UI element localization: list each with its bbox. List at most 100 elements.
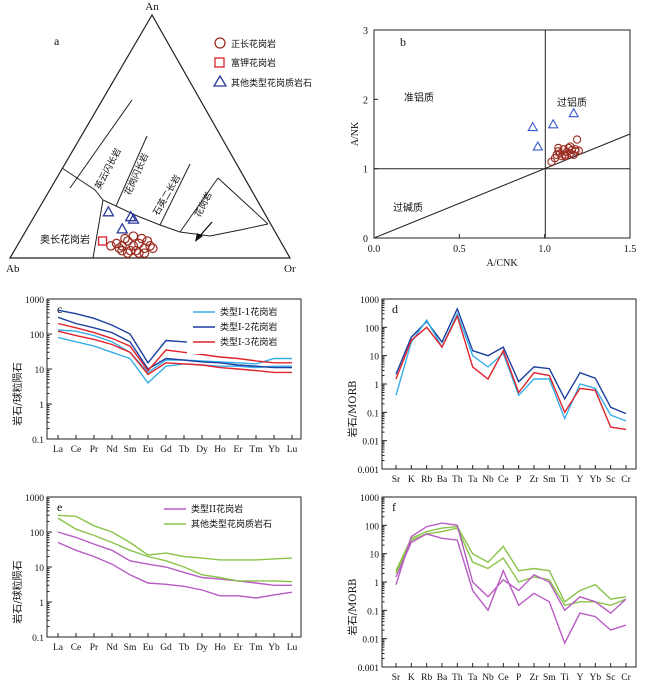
panel-c-letter: c <box>57 302 62 316</box>
diagonal-line <box>373 133 631 239</box>
panel-d-ylabel: 岩石/MORB <box>346 381 359 438</box>
ternary-field-boundary <box>159 163 191 226</box>
x-tick-label: Ce <box>71 643 82 653</box>
orthoclase-granite-point <box>128 231 139 241</box>
field-label-metaluminous: 准铝质 <box>404 92 434 104</box>
orthoclase-granite-point <box>131 245 141 256</box>
x-tick-label: Lu <box>287 643 298 653</box>
panel-a-letter: a <box>54 34 60 48</box>
x-tick-label: Tb <box>179 445 190 455</box>
y-tick-label: 0.1 <box>32 634 44 644</box>
legend-label: 其他类型花岗质岩石 <box>191 518 272 530</box>
x-tick-label: Dy <box>196 445 208 455</box>
series-line <box>57 316 292 370</box>
legend-a-label-3: 其他类型花岗质岩石 <box>231 77 312 89</box>
vertex-an-label: An <box>145 1 159 13</box>
series-line <box>57 322 292 372</box>
x-tick-label: Rb <box>421 673 432 683</box>
panel-c-ylabel: 岩石/球粒陨石 <box>11 362 24 425</box>
x-tick-label: Sm <box>124 643 137 653</box>
panel-f-ylabel: 岩石/MORB <box>346 579 359 636</box>
series-line <box>57 531 292 586</box>
x-tick-label: P <box>516 673 521 683</box>
x-tick-label-b: 0.5 <box>453 244 466 255</box>
series-line <box>395 522 627 615</box>
y-tick-label: 100 <box>30 331 45 341</box>
x-tick-label: Th <box>452 475 463 485</box>
ternary-field-boundary <box>217 177 269 225</box>
x-tick-label: Yb <box>590 475 602 485</box>
y-tick-label: 10 <box>370 551 380 561</box>
y-tick-label: 10 <box>35 564 45 574</box>
y-tick-label-b: 3 <box>363 26 368 37</box>
x-tick-label: Pr <box>90 643 99 653</box>
y-tick-label: 0.01 <box>362 636 379 646</box>
x-tick-label: Ta <box>468 475 478 485</box>
b-circle-point <box>554 143 563 153</box>
x-tick-label: Er <box>234 445 244 455</box>
legend-a-label-1: 正长花岗岩 <box>231 38 276 50</box>
field-label-granodiorite: 花岗闪长岩 <box>122 151 151 197</box>
field-label-peralkaline: 过碱质 <box>393 201 423 214</box>
field-label-tonalite: 英云闪长岩 <box>92 146 124 191</box>
x-tick-label: Sr <box>392 475 401 485</box>
y-tick-label: 1000 <box>360 296 379 306</box>
x-tick-label: Pr <box>90 445 99 455</box>
orthoclase-granite-point <box>142 236 153 246</box>
x-tick-label: Yb <box>268 643 280 653</box>
x-tick-label: Th <box>452 673 463 683</box>
orthoclase-granite-point <box>134 248 144 258</box>
legend-label: 类型I-1花岗岩 <box>220 306 277 318</box>
x-tick-label: Nd <box>106 445 118 455</box>
panel-f-letter: f <box>392 500 396 514</box>
x-tick-label: K <box>408 673 415 683</box>
panel-d-spider: d 1000 100 10 1 0.1 0.01 0.001 Sr K Rb Ba Th Ta Nb Ce P Z… <box>346 296 637 485</box>
y-tick-label: 1000 <box>25 494 44 504</box>
panel-a-points <box>97 205 158 258</box>
x-tick-label-b: 1.5 <box>624 244 637 255</box>
orthoclase-granite-point <box>114 243 125 254</box>
x-tick-label: Nd <box>106 643 118 653</box>
other-granitoid-point <box>124 210 137 222</box>
series-line <box>395 525 627 603</box>
x-tick-label: Ce <box>71 445 82 455</box>
x-tick-label: Gd <box>160 445 172 455</box>
y-tick-label: 1 <box>39 401 44 411</box>
b-circle-point <box>572 135 582 144</box>
x-tick-label: Yb <box>268 445 280 455</box>
k-rich-granite-point <box>97 236 108 246</box>
y-tick-label-b: 0 <box>363 234 368 245</box>
x-tick-label: Sm <box>543 673 556 683</box>
x-tick-label-b: 1.0 <box>538 244 551 255</box>
x-tick-label: Cr <box>621 475 631 485</box>
x-tick-label: Ho <box>214 643 226 653</box>
x-tick-label: Ba <box>437 475 448 485</box>
x-tick-label: Er <box>234 643 244 653</box>
x-tick-label: Sc <box>606 475 616 485</box>
x-tick-label: Nb <box>482 475 494 485</box>
series-line <box>395 314 627 431</box>
panel-b-letter: b <box>400 35 406 49</box>
y-tick-label-b: 2 <box>363 95 368 106</box>
panel-e-ylabel: 岩石/球粒陨石 <box>11 560 24 623</box>
x-tick-label: Tm <box>249 445 263 455</box>
b-triangle-point <box>532 140 544 151</box>
panel-b-ticks: 0.0 0.5 1.0 1.5 0 1 2 3 <box>363 26 636 255</box>
other-granitoid-point <box>127 212 140 224</box>
panel-e-ree: e 1000 100 10 1 0.1 La Ce Pr Nd Sm Eu Gd Tb Dy Ho Er Tm Yb… <box>11 494 302 653</box>
x-tick-label: Dy <box>196 643 208 653</box>
y-tick-label: 1 <box>374 579 379 589</box>
series-line <box>395 311 627 422</box>
x-tick-label: Ho <box>214 445 226 455</box>
x-tick-label: Nb <box>482 673 494 683</box>
x-tick-label: Ti <box>561 673 569 683</box>
series-line <box>57 336 292 384</box>
b-circle-point <box>566 142 575 151</box>
y-tick-label-b: 1 <box>363 165 368 176</box>
orthoclase-granite-point <box>106 241 116 251</box>
vertex-or-label: Or <box>284 263 296 275</box>
legend-square-marker <box>214 57 225 68</box>
x-tick-label: Zr <box>530 475 540 485</box>
